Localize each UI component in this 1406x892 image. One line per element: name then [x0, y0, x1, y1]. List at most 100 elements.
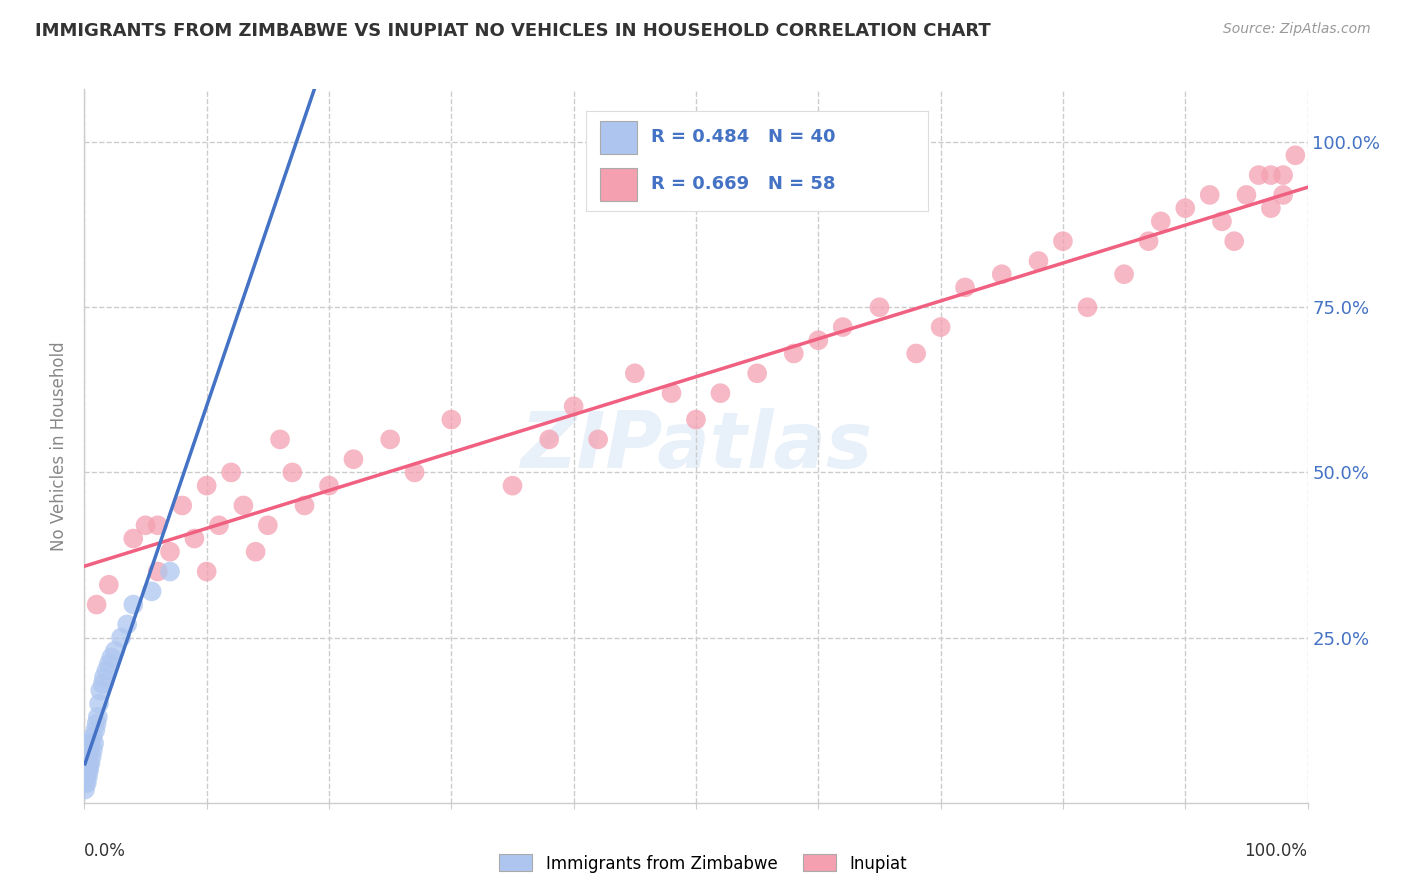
Text: ZIPatlas: ZIPatlas: [520, 408, 872, 484]
Point: [79, 756, 101, 771]
Point: [172, 499, 194, 513]
Point: [219, 466, 242, 480]
Point: [342, 452, 364, 467]
Point: [77, 763, 100, 777]
Point: [1198, 188, 1220, 202]
Point: [76, 749, 98, 764]
Point: [783, 346, 806, 360]
Point: [80, 749, 103, 764]
Point: [84, 723, 107, 738]
Point: [75, 769, 97, 783]
Point: [76, 743, 98, 757]
Point: [146, 518, 169, 533]
Point: [562, 400, 585, 414]
Point: [97, 657, 120, 671]
Point: [281, 466, 304, 480]
Legend: Immigrants from Zimbabwe, Inupiat: Immigrants from Zimbabwe, Inupiat: [492, 847, 914, 880]
Point: [685, 412, 707, 426]
Point: [76, 776, 98, 790]
Point: [89, 683, 111, 698]
Point: [135, 518, 157, 533]
Point: [97, 578, 120, 592]
Point: [87, 697, 110, 711]
Point: [232, 499, 254, 513]
Point: [1260, 168, 1282, 182]
Point: [661, 386, 683, 401]
Point: [1052, 234, 1074, 248]
Point: [159, 545, 181, 559]
Point: [141, 584, 163, 599]
Point: [1114, 267, 1136, 281]
Point: [195, 565, 218, 579]
Point: [1174, 201, 1197, 215]
Point: [294, 499, 316, 513]
Point: [1223, 234, 1246, 248]
Point: [1247, 168, 1270, 182]
Point: [93, 670, 115, 684]
Point: [82, 730, 104, 744]
Point: [1272, 168, 1295, 182]
Point: [77, 736, 100, 750]
Point: [146, 565, 169, 579]
Point: [1272, 188, 1295, 202]
Point: [76, 756, 98, 771]
Point: [83, 736, 105, 750]
Point: [79, 736, 101, 750]
Point: [86, 598, 108, 612]
Point: [380, 433, 402, 447]
Point: [1284, 148, 1306, 162]
Point: [953, 280, 976, 294]
Text: Source: ZipAtlas.com: Source: ZipAtlas.com: [1223, 22, 1371, 37]
Point: [991, 267, 1014, 281]
Point: [77, 743, 100, 757]
Point: [100, 650, 122, 665]
Point: [77, 763, 100, 777]
Point: [77, 749, 100, 764]
Point: [96, 664, 118, 678]
Point: [440, 412, 463, 426]
Point: [82, 743, 104, 757]
Point: [159, 565, 181, 579]
Point: [831, 320, 853, 334]
Point: [75, 763, 97, 777]
Point: [869, 300, 891, 314]
Point: [318, 478, 340, 492]
Point: [208, 518, 231, 533]
Point: [747, 367, 769, 381]
Point: [807, 333, 830, 347]
Point: [77, 769, 100, 783]
Point: [76, 763, 98, 777]
Point: [905, 346, 928, 360]
Text: 100.0%: 100.0%: [1244, 842, 1308, 860]
Point: [929, 320, 952, 334]
Point: [75, 776, 97, 790]
Text: 0.0%: 0.0%: [84, 842, 127, 860]
Point: [104, 644, 127, 658]
Point: [404, 466, 426, 480]
Point: [1076, 300, 1098, 314]
Point: [538, 433, 561, 447]
Point: [110, 631, 132, 645]
Point: [709, 386, 731, 401]
Text: IMMIGRANTS FROM ZIMBABWE VS INUPIAT NO VEHICLES IN HOUSEHOLD CORRELATION CHART: IMMIGRANTS FROM ZIMBABWE VS INUPIAT NO V…: [35, 22, 991, 40]
Point: [624, 367, 647, 381]
Point: [183, 532, 205, 546]
Point: [91, 677, 114, 691]
Point: [586, 433, 609, 447]
Point: [115, 617, 138, 632]
Point: [86, 716, 108, 731]
Point: [122, 532, 145, 546]
Point: [87, 710, 110, 724]
Point: [1028, 254, 1050, 268]
Point: [1211, 214, 1233, 228]
Point: [73, 782, 96, 797]
Point: [75, 756, 97, 771]
Point: [1236, 188, 1258, 202]
Point: [1150, 214, 1173, 228]
Point: [77, 756, 100, 771]
Point: [195, 478, 218, 492]
Y-axis label: No Vehicles in Household: No Vehicles in Household: [49, 341, 67, 551]
Point: [75, 769, 97, 783]
Point: [1260, 201, 1282, 215]
Point: [245, 545, 267, 559]
